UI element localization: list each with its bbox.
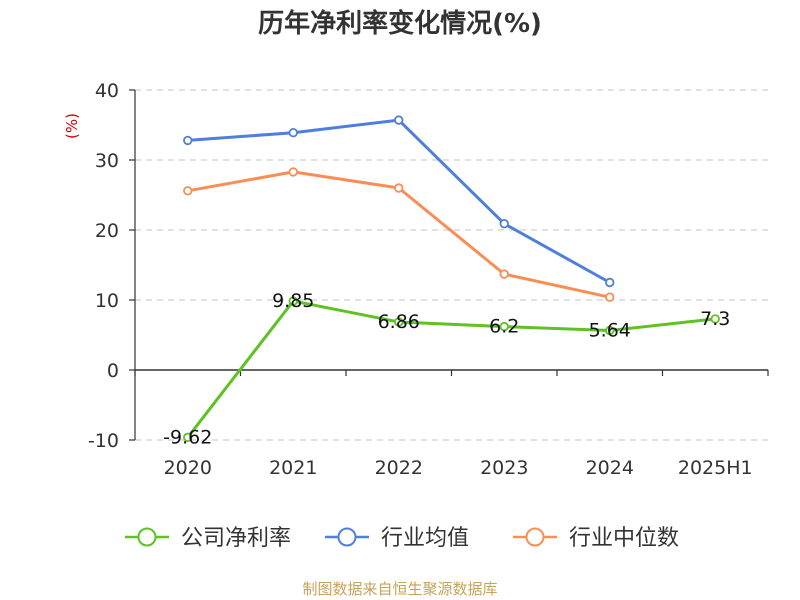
series-line (186, 299, 716, 439)
series-layer (183, 115, 720, 443)
data-point[interactable] (183, 432, 193, 443)
x-tick-label: 2021 (269, 457, 317, 479)
legend[interactable]: 公司净利率 行业均值 行业中位数 (125, 526, 679, 551)
data-point[interactable] (288, 296, 298, 306)
data-point[interactable] (710, 314, 720, 324)
x-tick-label: 2025H1 (678, 457, 753, 479)
y-tick-label: 0 (107, 360, 119, 382)
x-tick-label: 2022 (375, 457, 423, 479)
legend-item-1[interactable]: 公司净利率 (125, 526, 291, 551)
data-point[interactable] (605, 292, 615, 302)
data-label: 6.2 (489, 316, 519, 338)
data-label: 6.86 (378, 311, 420, 333)
data-point[interactable] (499, 321, 509, 332)
data-label: 7.3 (700, 308, 730, 330)
legend-label: 公司净利率 (181, 526, 291, 551)
data-point[interactable] (183, 186, 193, 196)
data-label: 9.85 (272, 290, 314, 312)
y-tick-label: 40 (95, 80, 119, 102)
data-point[interactable] (499, 218, 509, 229)
y-axis-unit-label: (%) (63, 113, 81, 139)
chart-title: 历年净利率变化情况(%) (258, 8, 542, 39)
data-label-layer: -9.62 9.85 6.86 6.2 5.64 7.3 (163, 290, 730, 448)
x-tick-label: 2024 (586, 457, 634, 479)
data-point[interactable] (394, 317, 404, 327)
data-label: -9.62 (163, 426, 212, 448)
series-1 (183, 296, 720, 443)
y-tick-label: 20 (95, 220, 119, 242)
series-line (187, 118, 611, 284)
axis-layer: -10 0 10 20 30 40 2020 2021 2022 2023 2024 2025H1 (88, 80, 769, 479)
legend-label: 行业中位数 (569, 526, 679, 551)
y-tick-label: 10 (95, 290, 119, 312)
data-point[interactable] (499, 269, 509, 279)
legend-swatch-marker (525, 527, 545, 547)
data-point[interactable] (605, 277, 615, 288)
grid-layer (135, 89, 768, 441)
y-tick-label: -10 (88, 430, 119, 452)
data-label: 5.64 (589, 320, 631, 342)
data-point[interactable] (394, 115, 404, 125)
series-2 (183, 115, 615, 288)
data-point[interactable] (394, 183, 404, 193)
legend-label: 行业均值 (381, 526, 469, 551)
legend-swatch-marker (137, 527, 157, 547)
series-3 (183, 167, 615, 302)
data-point[interactable] (605, 325, 615, 336)
legend-item-3[interactable]: 行业中位数 (513, 526, 679, 551)
legend-item-2[interactable]: 行业均值 (325, 526, 469, 551)
data-point[interactable] (288, 167, 298, 177)
x-tick-label: 2023 (480, 457, 528, 479)
data-point[interactable] (288, 127, 298, 138)
y-tick-label: 30 (95, 150, 119, 172)
data-point[interactable] (183, 135, 193, 146)
source-note: 制图数据来自恒生聚源数据库 (302, 580, 497, 598)
x-tick-label: 2020 (164, 457, 212, 479)
legend-swatch-marker (337, 527, 357, 547)
